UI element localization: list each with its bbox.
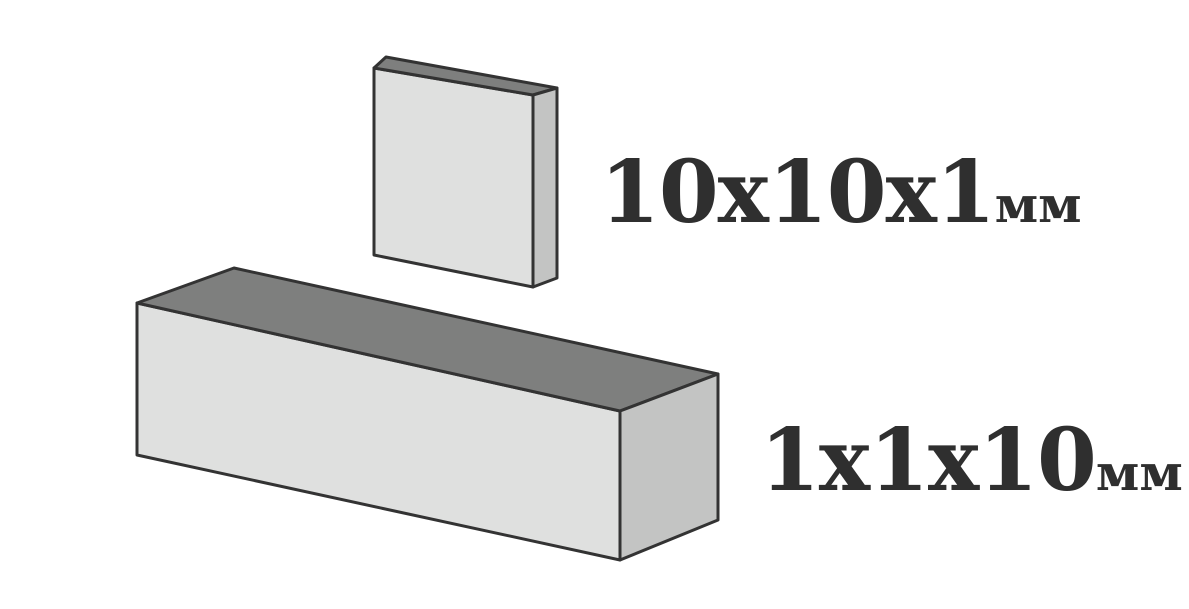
- bar-dimension-value: 1x1x10: [760, 410, 1097, 511]
- plate-dimension-value: 10x10x1: [600, 142, 996, 243]
- bar-dimension-label: 1x1x10мм: [760, 418, 1183, 504]
- plate-dimension-label: 10x10x1мм: [600, 150, 1082, 236]
- plate-dimension-unit: мм: [994, 175, 1082, 234]
- bar-dimension-unit: мм: [1095, 443, 1183, 502]
- plate-front-face: [372, 66, 535, 289]
- bar-block: [135, 266, 720, 562]
- plate-block: [372, 55, 559, 289]
- plate-side-face: [531, 86, 559, 289]
- bar-side-face: [618, 372, 720, 562]
